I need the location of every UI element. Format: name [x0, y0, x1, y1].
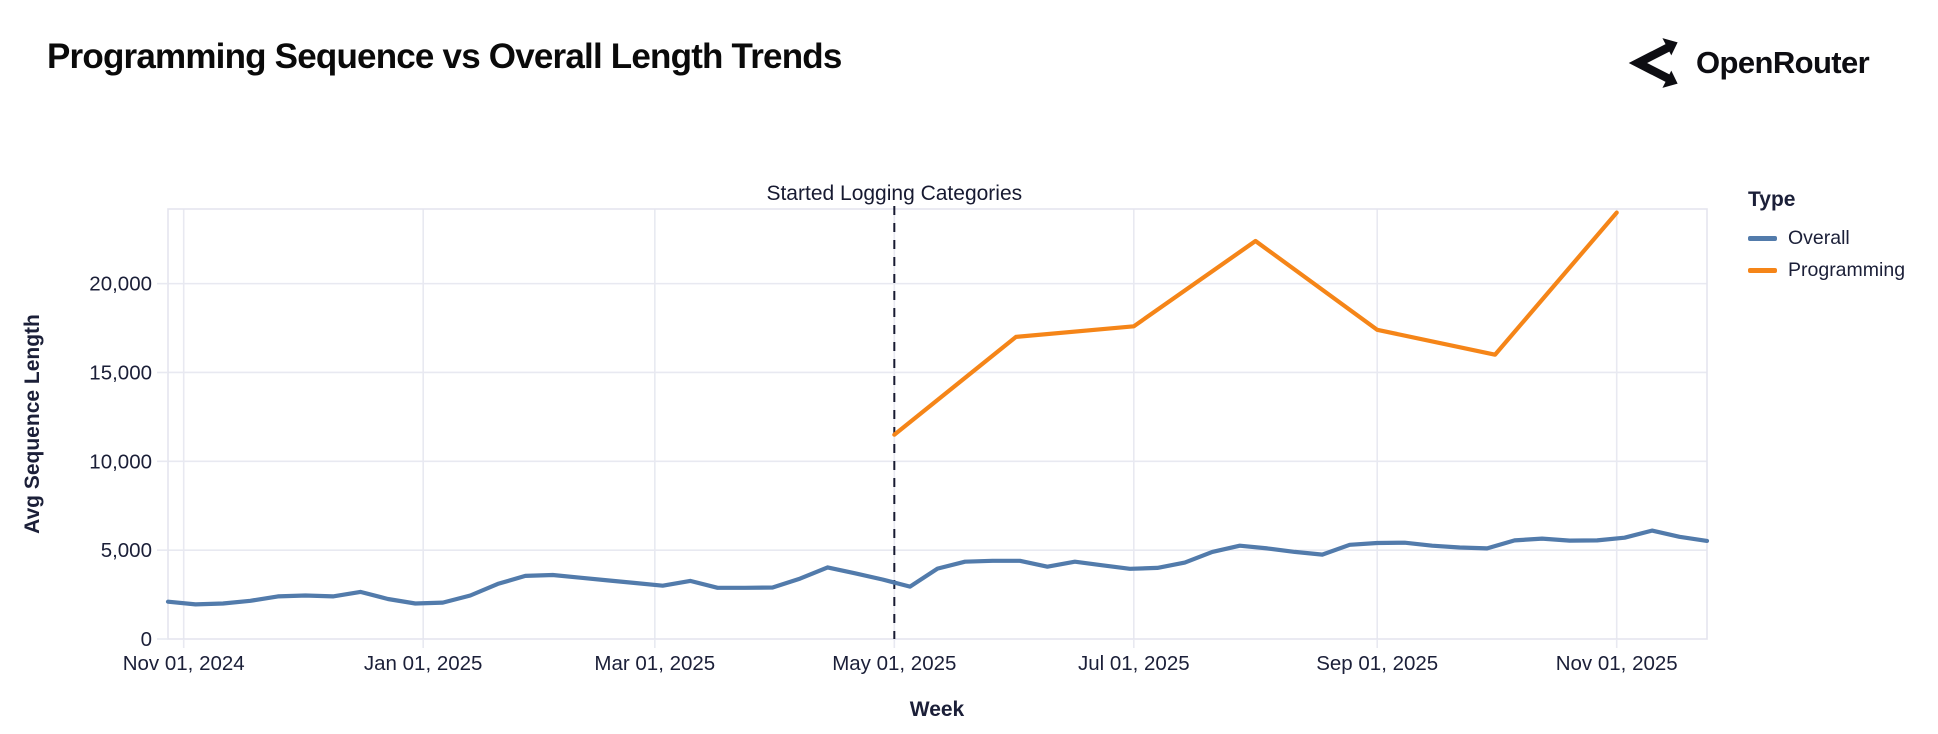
series-line-programming	[892, 210, 1619, 437]
legend-entry-programming: Programming	[1748, 258, 1905, 282]
x-tick-label: May 01, 2025	[832, 652, 956, 675]
x-tick-label: Nov 01, 2024	[123, 652, 245, 675]
x-tick-label: Jan 01, 2025	[364, 652, 483, 675]
page-title: Programming Sequence vs Overall Length T…	[47, 37, 842, 76]
overall-series-swatch	[1748, 235, 1777, 241]
legend-entry-overall: Overall	[1748, 226, 1905, 250]
brand-name: OpenRouter	[1696, 45, 1870, 80]
y-tick-label: 10,000	[89, 450, 152, 473]
x-tick-label: Mar 01, 2025	[594, 652, 715, 675]
y-tick-label: 0	[141, 628, 152, 651]
y-tick-label: 5,000	[101, 539, 152, 562]
openrouter-logo[interactable]: OpenRouter	[1627, 34, 1870, 92]
series-line-overall	[165, 528, 1710, 607]
openrouter-logo-icon	[1628, 38, 1678, 88]
programming-series-swatch	[1748, 267, 1777, 273]
plot-border	[167, 208, 1708, 640]
x-tick-label: Nov 01, 2025	[1556, 652, 1678, 675]
annotation-label: Started Logging Categories	[766, 182, 1022, 205]
legend: Type Overall Programming	[1748, 188, 1905, 290]
x-tick-label: Sep 01, 2025	[1316, 652, 1438, 675]
y-tick-label: 20,000	[89, 273, 152, 296]
legend-entry-label: Programming	[1788, 258, 1906, 281]
x-axis-title: Week	[909, 698, 965, 721]
legend-title: Type	[1748, 188, 1796, 211]
legend-entry-label: Overall	[1788, 226, 1850, 249]
y-tick-label: 15,000	[89, 361, 152, 384]
x-tick-label: Jul 01, 2025	[1078, 652, 1190, 675]
